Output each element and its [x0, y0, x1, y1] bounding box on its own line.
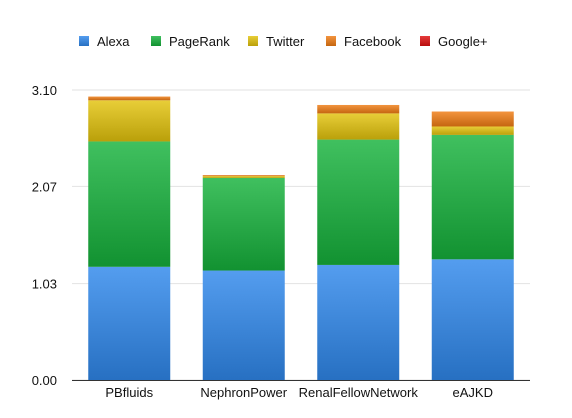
x-tick-label: RenalFellowNetwork [299, 385, 419, 400]
x-tick-label: eAJKD [453, 385, 493, 400]
y-tick-label: 3.10 [32, 83, 57, 98]
x-tick-label: NephronPower [200, 385, 287, 400]
bar-segment-alexa [88, 266, 171, 380]
legend-swatch-pagerank [151, 36, 161, 46]
bars [88, 96, 514, 380]
x-tick-label: PBfluids [105, 385, 153, 400]
legend-label-facebook: Facebook [344, 34, 402, 49]
bar-segment-pagerank [202, 177, 285, 271]
legend: Alexa PageRank Twitter Facebook Google+ [79, 34, 488, 49]
bar-segment-pagerank [431, 134, 514, 260]
legend-swatch-google- [420, 36, 430, 46]
axes: 0.00 1.03 2.07 3.10 PBfluids NephronPower Rena… [32, 83, 530, 400]
y-tick-label: 2.07 [32, 179, 57, 194]
y-tick-label: 1.03 [32, 277, 57, 292]
bar-segment-twitter [317, 113, 400, 140]
bar-segment-alexa [317, 264, 400, 380]
bar-segment-facebook [88, 96, 171, 101]
bar-segment-pagerank [317, 139, 400, 265]
bar-segment-facebook [202, 175, 285, 177]
bar-segment-twitter [202, 176, 285, 178]
bar-segment-facebook [431, 111, 514, 127]
y-tick-label: 0.00 [32, 373, 57, 388]
legend-swatch-alexa [79, 36, 89, 46]
legend-label-twitter: Twitter [266, 34, 305, 49]
legend-label-pagerank: PageRank [169, 34, 230, 49]
bar-segment-facebook [317, 104, 400, 114]
legend-label-google-: Google+ [438, 34, 488, 49]
bar-segment-twitter [431, 126, 514, 135]
bar-segment-pagerank [88, 141, 171, 267]
bar-segment-alexa [202, 270, 285, 380]
legend-label-alexa: Alexa [97, 34, 130, 49]
legend-swatch-facebook [326, 36, 336, 46]
bar-segment-twitter [88, 100, 171, 142]
legend-swatch-twitter [248, 36, 258, 46]
bar-segment-alexa [431, 259, 514, 380]
